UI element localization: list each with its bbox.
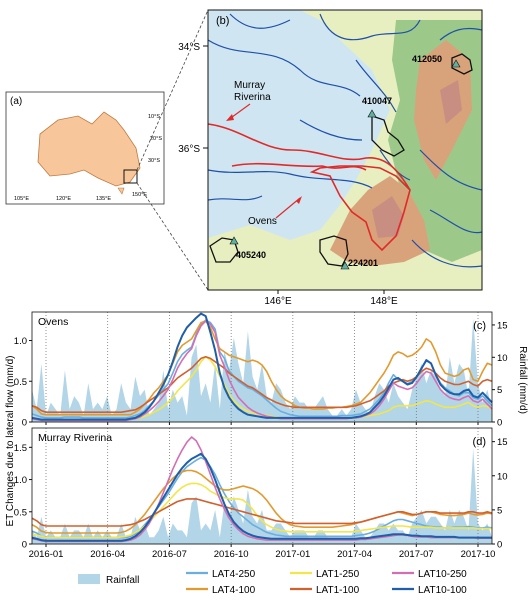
- y-tick-label: 0.5: [14, 377, 27, 388]
- panel-frame: [31, 311, 493, 423]
- y-tick-label: 0.5: [14, 507, 27, 518]
- catchment-224201: [319, 235, 349, 267]
- ovens-basin: [309, 165, 411, 252]
- rain-tick-label: 10: [497, 471, 508, 482]
- tasmania-shape: [117, 187, 125, 195]
- inset-lon-tick: 150°E: [132, 192, 147, 198]
- map-panel-label: (b): [216, 15, 229, 27]
- zoom-line: [136, 182, 209, 291]
- series-line-lat10-100: [31, 312, 493, 421]
- x-tick-label: 2016-01: [29, 549, 64, 560]
- study-map: 412050 410047 405240 224201 Murray Riveri…: [178, 9, 483, 307]
- legend-label: LAT1-100: [316, 585, 360, 596]
- rain-tick-label: 0: [497, 418, 502, 429]
- inset-lon-tick: 105°E: [14, 196, 29, 202]
- australia-shape: [37, 111, 141, 187]
- series-line-lat1-100: [31, 498, 493, 527]
- inset-study-box: [123, 169, 138, 184]
- y-tick-label: 1.0: [14, 336, 27, 347]
- catchment-410047: [371, 115, 405, 157]
- panel-frame: [31, 427, 493, 545]
- panel-title: Ovens: [38, 316, 68, 328]
- x-tick-label: 2017-10: [461, 549, 496, 560]
- inset-lon-tick: 135°E: [96, 196, 111, 202]
- y-tick-label: 0: [22, 418, 27, 429]
- y-axis-left-label: ET Changes due to lateral flow (mm/d): [5, 355, 16, 526]
- inset-panel-label: (a): [10, 96, 22, 107]
- legend-label: LAT4-250: [212, 569, 256, 580]
- series-line-lat4-100: [31, 320, 493, 416]
- series-line-lat1-250: [31, 482, 492, 539]
- x-tick-label: 2017-04: [337, 549, 372, 560]
- basin-label-ovens: Ovens: [248, 216, 277, 227]
- highland-zone: [414, 40, 472, 180]
- panel-title: Murray Riverina: [38, 432, 112, 444]
- legend-label: Rainfall: [106, 575, 139, 586]
- inset-lon-tick: 120°E: [56, 196, 71, 202]
- inset-lat-tick: 10°S: [148, 114, 160, 120]
- legend-swatch-rainfall: [78, 574, 100, 584]
- panel-ovens: 0 0.5 1.0 0 5 10 15 Ovens (c): [14, 311, 508, 429]
- rain-tick-label: 5: [497, 505, 502, 516]
- murray-riverina-basin: [231, 162, 367, 171]
- station-label: 410047: [362, 96, 392, 106]
- murray-riverina-basin: [207, 123, 411, 191]
- x-tick-label: 2017-01: [275, 549, 310, 560]
- inset-lat-tick: 20°S: [150, 136, 162, 142]
- river-network: [207, 13, 483, 268]
- map-lon-label: 146°E: [264, 296, 292, 307]
- x-tick-label: 2016-04: [90, 549, 125, 560]
- inset-map: (a) 105°E 120°E 135°E 150°E 10°S 20°S 30…: [5, 91, 165, 205]
- legend-label: LAT10-100: [418, 585, 467, 596]
- gauge-224201-marker: [340, 261, 350, 270]
- inset-lat-tick: 30°S: [148, 158, 160, 164]
- rain-tick-label: 15: [497, 437, 508, 448]
- catchment-outlines: [209, 53, 473, 267]
- basin-arrowhead: [226, 114, 234, 121]
- rain-tick-label: 10: [497, 353, 508, 364]
- legend-label: LAT1-250: [316, 569, 360, 580]
- panel-murray-riverina: 2016-01 2016-04 2016-07 2016-10 2017-01 2017-…: [14, 427, 508, 560]
- station-label: 224201: [348, 258, 378, 268]
- station-label: 405240: [236, 250, 266, 260]
- gauge-412050-marker: [451, 59, 461, 68]
- rainfall-area: [32, 448, 492, 544]
- rain-tick-label: 15: [497, 320, 508, 331]
- gauge-405240-marker: [229, 236, 239, 245]
- map-frame: [207, 9, 483, 291]
- legend: Rainfall LAT4-250 LAT4-100 LAT1-250 LAT1…: [78, 569, 467, 596]
- y-axis-right-label: Rainfall (mm/d): [517, 346, 528, 414]
- zoom-line: [136, 9, 209, 171]
- catchment-412050: [451, 53, 473, 75]
- panel-label: (c): [473, 320, 486, 332]
- station-label: 412050: [412, 54, 442, 64]
- y-tick-label: 1.5: [14, 443, 27, 454]
- y-tick-label: 0: [22, 540, 27, 551]
- rain-tick-label: 0: [497, 540, 502, 551]
- basin-arrowhead: [296, 196, 302, 204]
- map-lat-label: 34°S: [178, 42, 200, 53]
- map-lon-label: 148°E: [370, 296, 398, 307]
- basin-label-murray-riverina: Murray Riverina: [234, 80, 271, 103]
- y-tick-label: 1.0: [14, 475, 27, 486]
- basin-arrow: [275, 197, 301, 219]
- x-tick-label: 2017-07: [399, 549, 434, 560]
- x-tick-label: 2016-07: [152, 549, 187, 560]
- rain-tick-label: 5: [497, 385, 502, 396]
- gauge-markers: [229, 59, 461, 270]
- series-line-lat10-100: [31, 452, 492, 542]
- legend-label: LAT10-250: [418, 569, 467, 580]
- gauge-410047-marker: [367, 109, 377, 118]
- legend-label: LAT4-100: [212, 585, 256, 596]
- x-tick-label: 2016-10: [214, 549, 249, 560]
- map-lat-label: 36°S: [178, 144, 200, 155]
- catchment-405240: [209, 237, 239, 263]
- basin-outlines: [207, 123, 411, 252]
- peak-zone: [440, 80, 462, 124]
- peak-zone: [372, 196, 404, 238]
- panel-label: (d): [473, 436, 486, 448]
